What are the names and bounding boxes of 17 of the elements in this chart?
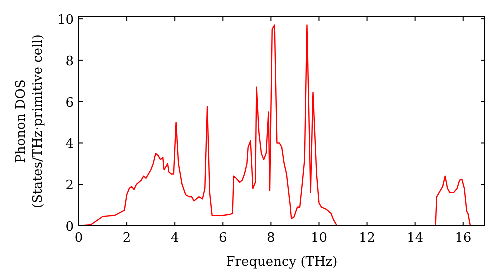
y-axis-title: Phonon DOS (States/THz·primitive cell) bbox=[14, 34, 46, 209]
y-tick-label: 6 bbox=[66, 96, 74, 111]
y-tick-label: 2 bbox=[66, 178, 74, 194]
x-tick-label: 16 bbox=[455, 231, 472, 246]
x-axis-title: Frequency (THz) bbox=[226, 255, 338, 270]
x-tick-label: 10 bbox=[310, 231, 328, 246]
x-tick-label: 6 bbox=[219, 231, 228, 246]
x-tick-label: 4 bbox=[170, 231, 180, 246]
y-tick-label: 0 bbox=[66, 220, 74, 235]
x-tick-label: 8 bbox=[267, 231, 276, 246]
y-tick-label: 10 bbox=[57, 13, 74, 28]
x-tick-label: 14 bbox=[407, 231, 424, 246]
line-series bbox=[79, 24, 472, 226]
x-tick-label: 2 bbox=[122, 231, 132, 246]
y-tick-label: 8 bbox=[66, 54, 74, 70]
x-tick-label: 12 bbox=[359, 231, 376, 246]
y-tick-label: 4 bbox=[66, 137, 74, 152]
